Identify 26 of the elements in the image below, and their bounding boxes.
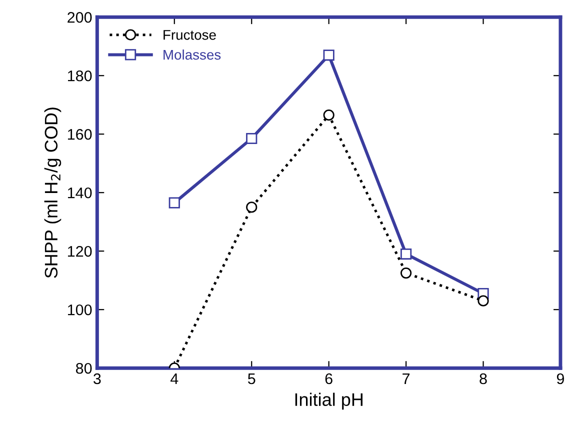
y-tick-label: 80 <box>76 362 92 374</box>
x-tick-label: 4 <box>170 374 178 384</box>
x-axis-title: Initial pH <box>295 392 362 410</box>
x-tick-label: 9 <box>556 373 564 384</box>
x-tick-label: 3 <box>94 373 101 384</box>
y-tick-label: 140 <box>68 187 92 198</box>
y-tick-label: 120 <box>68 246 92 257</box>
legend-label: Molasses <box>164 50 221 60</box>
point <box>323 50 334 61</box>
point <box>246 132 258 144</box>
x-tick-label: 6 <box>325 373 332 384</box>
x-tick-label: 8 <box>480 373 487 384</box>
point <box>168 197 180 208</box>
y-tick-label: 200 <box>68 12 92 23</box>
point <box>400 267 412 279</box>
x-tick-label: 7 <box>402 374 410 384</box>
y-axis-title: SHPP (ml H$_{2}$/g COD) <box>44 108 62 278</box>
point <box>400 248 412 260</box>
y-tick-label: 100 <box>68 304 92 316</box>
point <box>478 295 489 306</box>
legend-label: Fructose <box>164 30 216 40</box>
y-tick-label: 160 <box>68 128 92 140</box>
x-tick-label: 5 <box>248 374 256 384</box>
y-tick-label: 180 <box>68 70 92 82</box>
point <box>246 202 258 213</box>
point <box>323 110 334 121</box>
